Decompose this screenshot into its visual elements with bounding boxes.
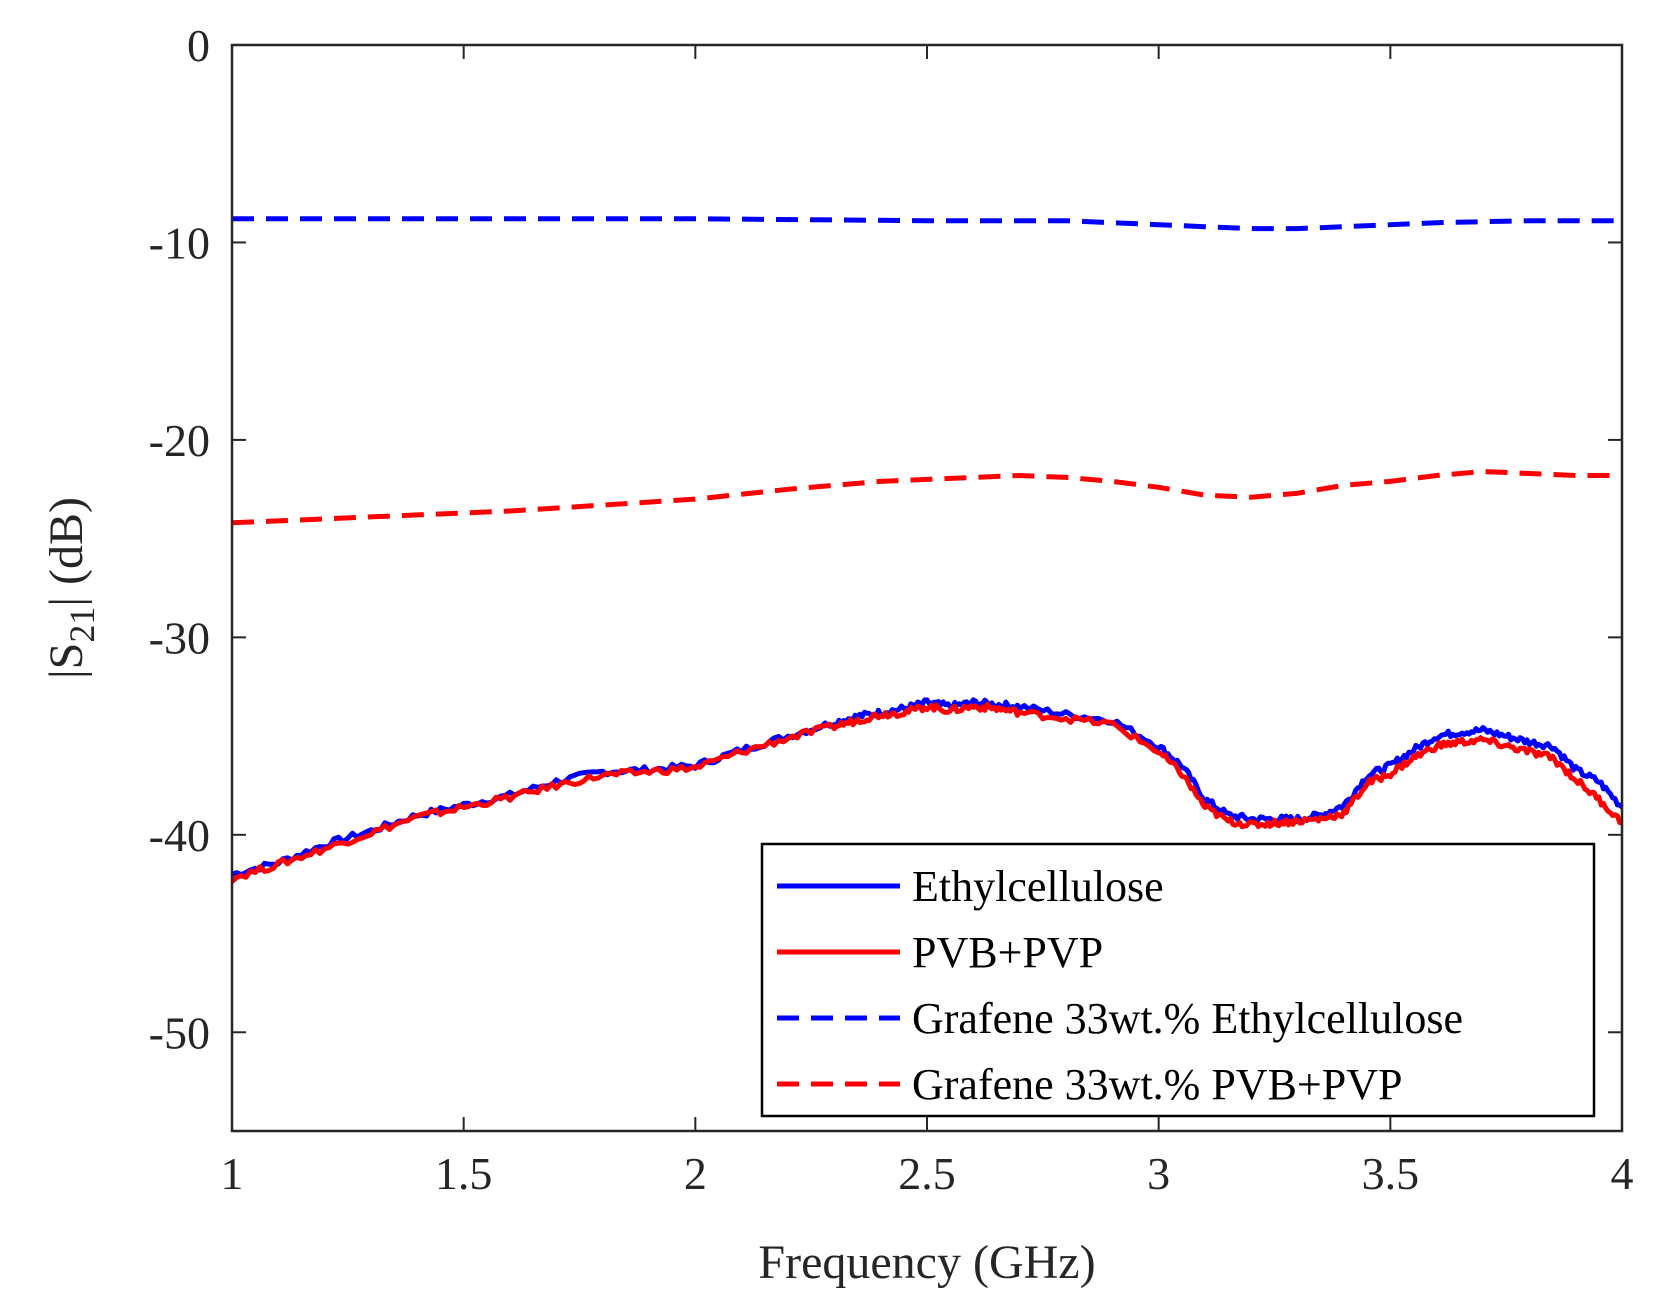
series-line [230,701,1623,884]
series-line [231,469,1622,526]
x-tick-label: 4 [1611,1148,1634,1199]
x-tick-label: 2 [684,1148,707,1199]
x-tick-label: 3 [1147,1148,1170,1199]
legend-label: Grafene 33wt.% PVB+PVP [912,1060,1402,1109]
y-tick-label: -30 [149,612,210,663]
legend-label: Grafene 33wt.% Ethylcellulose [912,994,1463,1043]
x-tick-label: 1.5 [435,1148,493,1199]
y-axis-label: |S21| (dB) [40,497,102,679]
x-axis-label: Frequency (GHz) [758,1236,1095,1289]
y-tick-label: -10 [149,217,210,268]
y-axis-label-subscript: 21 [62,607,102,643]
legend-label: PVB+PVP [912,928,1103,977]
series-line [232,216,1622,232]
series-line [231,697,1624,878]
y-tick-label: -20 [149,415,210,466]
y-axis-label-prefix: |S [40,643,93,679]
y-tick-label: -50 [149,1007,210,1058]
series-layer [230,216,1624,884]
y-tick-label: -40 [149,810,210,861]
ticks-layer: 1 1.5 2 2.5 3 3.5 4 0 -10 -20 -30 -40 -50 [149,20,1634,1199]
x-tick-label: 3.5 [1362,1148,1420,1199]
legend: Ethylcellulose PVB+PVP Grafene 33wt.% Ethy… [760,842,1596,1118]
x-tick-label: 2.5 [898,1148,956,1199]
y-tick-label: 0 [187,20,210,71]
y-axis-label-suffix: | (dB) [40,497,93,607]
legend-box [760,842,1596,1118]
legend-items: Ethylcellulose PVB+PVP Grafene 33wt.% Ethy… [777,862,1463,1109]
legend-label: Ethylcellulose [912,862,1164,911]
x-tick-label: 1 [221,1148,244,1199]
